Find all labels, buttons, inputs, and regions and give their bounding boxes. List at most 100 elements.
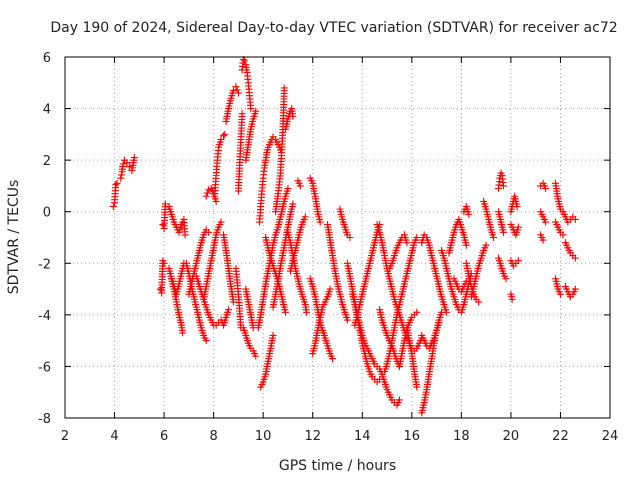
data-point	[117, 174, 125, 182]
data-point	[571, 254, 579, 262]
data-point	[413, 308, 421, 316]
data-point	[130, 154, 138, 162]
data-point	[513, 203, 521, 211]
data-point	[490, 234, 498, 241]
data-point	[539, 236, 547, 244]
y-tick-label: -8	[38, 412, 51, 427]
data-point	[159, 221, 167, 229]
data-point	[326, 285, 334, 293]
x-axis-label: GPS time / hours	[279, 458, 396, 474]
data-point	[241, 57, 249, 65]
data-point	[346, 234, 354, 241]
data-point	[119, 160, 127, 168]
data-point	[465, 210, 473, 218]
data-point	[229, 87, 237, 95]
y-axis-label: SDTVAR / TECUs	[6, 180, 22, 295]
data-point	[289, 200, 297, 208]
data-point	[221, 130, 229, 138]
plot-frame	[64, 56, 611, 419]
y-tick-label: 6	[43, 51, 51, 66]
data-point	[556, 290, 564, 298]
data-point	[435, 319, 443, 327]
data-point	[161, 200, 169, 208]
data-point	[217, 218, 225, 226]
x-tick-label: 8	[209, 429, 217, 444]
data-point	[482, 241, 490, 249]
x-tick-label: 12	[304, 429, 321, 444]
x-tick-label: 18	[453, 429, 470, 444]
x-tick-label: 10	[255, 429, 272, 444]
grid-lines	[65, 57, 610, 418]
data-point	[212, 197, 220, 205]
data-point	[113, 179, 121, 187]
data-point	[281, 308, 289, 316]
data-point	[514, 257, 522, 265]
x-tick-label: 2	[61, 429, 69, 444]
data-point	[542, 185, 550, 193]
x-tick-label: 24	[602, 429, 619, 444]
data-point	[475, 298, 483, 306]
data-point	[376, 375, 384, 383]
y-tick-label: -2	[38, 257, 51, 272]
data-point	[403, 239, 411, 247]
y-tick-label: -6	[38, 360, 51, 375]
x-tick-label: 14	[354, 429, 371, 444]
data-point	[225, 306, 232, 314]
data-point	[462, 241, 470, 249]
x-tick-label: 16	[404, 429, 421, 444]
data-point	[559, 231, 567, 239]
data-point	[181, 231, 189, 239]
data-point	[205, 228, 213, 236]
data-point	[252, 352, 260, 360]
data-point	[508, 295, 516, 303]
data-point	[571, 285, 579, 293]
chart-title: Day 190 of 2024, Sidereal Day-to-day VTE…	[50, 20, 617, 36]
data-point	[232, 83, 240, 91]
data-point	[233, 86, 241, 94]
data-point	[542, 218, 550, 226]
data-point	[296, 182, 304, 190]
data-point	[571, 215, 579, 223]
data-point	[280, 84, 288, 92]
data-point	[220, 132, 228, 140]
y-tick-label: 2	[43, 154, 51, 169]
data-point	[329, 355, 337, 363]
data-point	[109, 203, 117, 211]
y-tick-label: 4	[43, 103, 51, 118]
data-point	[413, 234, 421, 241]
data-point	[247, 105, 255, 113]
data-point	[301, 213, 309, 221]
data-point	[238, 110, 246, 118]
data-point	[443, 308, 450, 316]
data-point	[202, 337, 210, 345]
data-point	[303, 308, 311, 316]
data-point	[234, 89, 242, 97]
data-point	[117, 171, 125, 179]
data-point	[125, 163, 133, 171]
data-point	[179, 329, 187, 337]
data-point	[395, 396, 403, 404]
data-point	[203, 189, 211, 197]
data-point	[123, 159, 131, 167]
x-tick-label: 20	[503, 429, 520, 444]
data-point	[156, 285, 164, 293]
data-point	[202, 192, 210, 200]
data-point	[252, 107, 260, 115]
data-point	[499, 228, 507, 236]
data-point	[502, 275, 510, 283]
data-point	[343, 316, 351, 324]
data-point	[284, 185, 292, 193]
data-point	[499, 182, 507, 190]
x-tick-label: 6	[160, 429, 168, 444]
data-point	[229, 298, 237, 306]
data-point	[316, 218, 324, 226]
x-tick-label: 4	[110, 429, 118, 444]
data-point	[413, 383, 421, 391]
data-point	[112, 181, 120, 189]
data-point	[160, 259, 168, 267]
data-point	[514, 223, 522, 231]
data-point	[217, 136, 225, 144]
y-tick-label: -4	[38, 309, 51, 324]
